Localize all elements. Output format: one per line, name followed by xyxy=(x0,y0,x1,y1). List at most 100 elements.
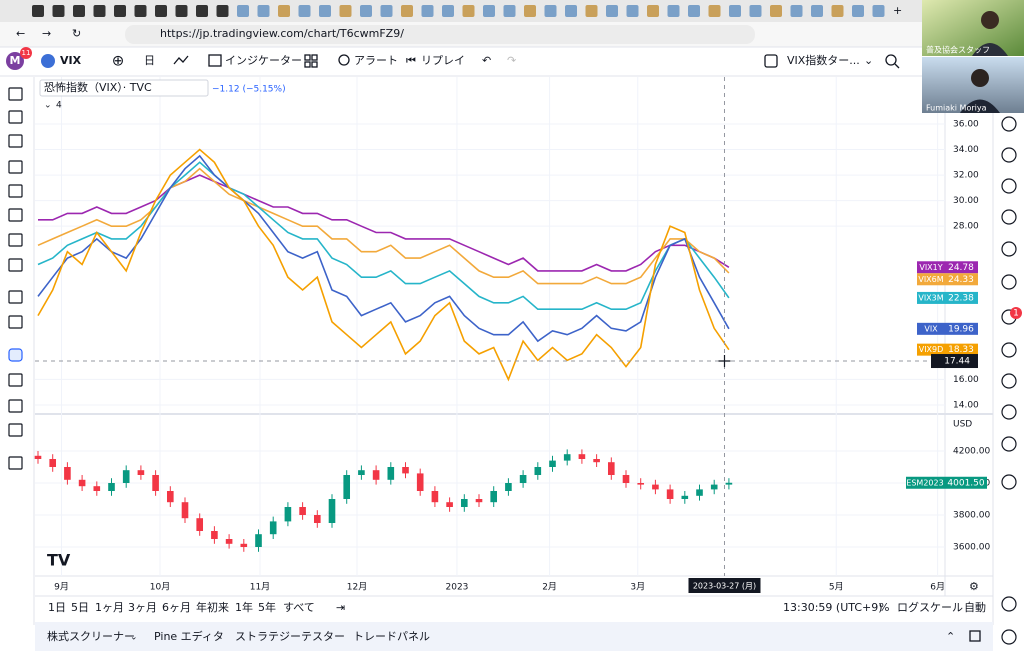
panel-tab[interactable]: Pine エディタ xyxy=(154,629,224,643)
range-button[interactable]: すべて xyxy=(283,601,315,614)
browser-tab[interactable] xyxy=(585,5,598,17)
browser-tab[interactable] xyxy=(606,5,618,17)
forward-button[interactable]: → xyxy=(42,27,51,40)
side-button[interactable] xyxy=(1001,209,1017,225)
settings-icon[interactable]: ⚙ xyxy=(969,580,979,593)
browser-tab[interactable] xyxy=(872,5,885,17)
back-button[interactable]: ← xyxy=(16,27,25,40)
browser-tab[interactable] xyxy=(73,5,85,17)
range-button[interactable]: 1ヶ月 xyxy=(95,601,124,614)
browser-tab[interactable] xyxy=(93,5,106,17)
range-button[interactable]: 3ヶ月 xyxy=(128,601,157,614)
browser-tab[interactable] xyxy=(852,5,864,17)
tool-button[interactable] xyxy=(8,456,23,470)
tool-button[interactable] xyxy=(8,315,23,329)
layout-name[interactable]: VIX指数ター... xyxy=(787,53,860,67)
browser-tab[interactable] xyxy=(278,5,290,17)
panel-tab[interactable]: ストラテジーテスター xyxy=(235,630,345,643)
browser-tab[interactable] xyxy=(52,5,65,17)
range-button[interactable]: 1年 xyxy=(235,600,253,614)
browser-tab[interactable] xyxy=(319,5,331,17)
avatar[interactable] xyxy=(6,52,24,70)
side-button[interactable] xyxy=(1001,474,1017,490)
side-button[interactable] xyxy=(1001,178,1017,194)
layout-checkbox[interactable] xyxy=(764,54,778,68)
range-button[interactable]: 年初来 xyxy=(196,600,229,614)
browser-tab[interactable] xyxy=(688,5,700,17)
browser-tab[interactable] xyxy=(360,5,372,17)
chart-type-icon[interactable] xyxy=(173,55,189,65)
replay-button[interactable]: リプレイ xyxy=(421,54,465,67)
log-toggle[interactable]: ログスケール xyxy=(897,600,963,614)
side-button[interactable] xyxy=(1001,241,1017,257)
browser-tab[interactable] xyxy=(380,5,393,17)
browser-tab[interactable] xyxy=(667,5,680,17)
side-button[interactable] xyxy=(1001,116,1017,132)
browser-tab[interactable] xyxy=(831,5,844,17)
panel-tab[interactable]: トレードパネル xyxy=(353,630,430,643)
tool-button[interactable] xyxy=(8,110,23,124)
alert-button[interactable]: アラート xyxy=(354,54,398,67)
side-button[interactable] xyxy=(1001,629,1017,645)
currency[interactable]: USD xyxy=(953,420,972,430)
new-tab[interactable]: + xyxy=(893,4,902,17)
tool-button[interactable] xyxy=(8,290,23,304)
side-button[interactable] xyxy=(1001,274,1017,290)
side-button[interactable] xyxy=(1001,596,1017,612)
side-button[interactable] xyxy=(1001,373,1017,389)
side-button[interactable] xyxy=(1001,404,1017,420)
tool-button[interactable] xyxy=(8,134,23,148)
layout-menu[interactable]: ⌄ xyxy=(864,54,873,67)
browser-tab[interactable] xyxy=(729,5,741,17)
browser-tab[interactable] xyxy=(708,5,721,17)
browser-tab[interactable] xyxy=(32,5,44,17)
maximize-button[interactable] xyxy=(969,630,981,642)
tool-button[interactable] xyxy=(8,184,23,198)
tool-button[interactable] xyxy=(8,373,23,387)
panel-tab[interactable]: 株式スクリーナー xyxy=(47,629,135,643)
panel-tab-menu[interactable]: ⌄ xyxy=(130,633,138,643)
reload-button[interactable]: ↻ xyxy=(72,27,81,40)
browser-tab[interactable] xyxy=(196,5,208,17)
collapse-button[interactable]: ⌃ xyxy=(946,630,955,643)
indicators-button[interactable]: インジケーター xyxy=(225,54,302,67)
interval[interactable]: 日 xyxy=(144,54,155,67)
browser-tab[interactable] xyxy=(626,5,639,17)
search-icon[interactable] xyxy=(885,54,897,66)
browser-tab[interactable] xyxy=(237,5,249,17)
tool-button[interactable] xyxy=(8,87,23,101)
browser-tab[interactable] xyxy=(749,5,762,17)
tool-button[interactable] xyxy=(8,208,23,222)
date-range-icon[interactable]: ⇥ xyxy=(336,601,345,614)
browser-tab[interactable] xyxy=(462,5,475,17)
range-button[interactable]: 5日 xyxy=(71,601,89,614)
percent-toggle[interactable]: % xyxy=(879,601,889,614)
browser-tab[interactable] xyxy=(811,5,823,17)
browser-tab[interactable] xyxy=(524,5,536,17)
browser-tab[interactable] xyxy=(257,5,270,17)
tool-button[interactable] xyxy=(8,160,23,174)
symbol[interactable]: VIX xyxy=(60,54,82,67)
url-field[interactable] xyxy=(125,25,755,44)
side-button[interactable] xyxy=(1001,342,1017,358)
tool-button[interactable] xyxy=(8,399,23,413)
browser-tab[interactable] xyxy=(134,5,147,17)
side-button[interactable] xyxy=(1001,436,1017,452)
browser-tab[interactable] xyxy=(565,5,577,17)
side-button[interactable] xyxy=(1001,147,1017,163)
browser-tab[interactable] xyxy=(647,5,659,17)
range-button[interactable]: 5年 xyxy=(258,600,276,614)
tool-button[interactable] xyxy=(8,258,23,272)
browser-tab[interactable] xyxy=(175,5,188,17)
browser-tab[interactable] xyxy=(339,5,352,17)
browser-tab[interactable] xyxy=(114,5,126,17)
range-button[interactable]: 6ヶ月 xyxy=(162,601,191,614)
browser-tab[interactable] xyxy=(421,5,434,17)
auto-toggle[interactable]: 自動 xyxy=(964,600,986,614)
tool-button[interactable] xyxy=(8,423,23,437)
browser-tab[interactable] xyxy=(770,5,782,17)
browser-tab[interactable] xyxy=(216,5,229,17)
undo-button[interactable]: ↶ xyxy=(482,54,491,67)
browser-tab[interactable] xyxy=(503,5,516,17)
legend-toggle[interactable]: ⌄ xyxy=(44,101,52,111)
